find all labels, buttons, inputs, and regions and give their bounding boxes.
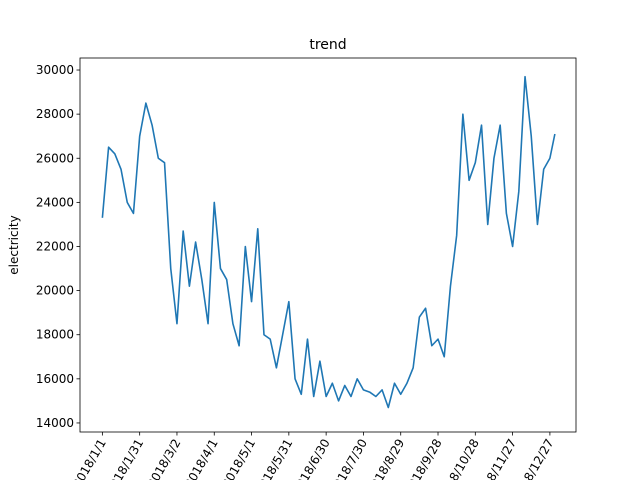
y-tick-label: 28000 bbox=[36, 107, 74, 121]
axes-frame bbox=[79, 57, 577, 433]
y-tick-label: 30000 bbox=[36, 63, 74, 77]
y-tick-label: 20000 bbox=[36, 284, 74, 298]
y-tick-label: 26000 bbox=[36, 151, 74, 165]
y-tick-label: 22000 bbox=[36, 239, 74, 253]
y-tick-label: 18000 bbox=[36, 328, 74, 342]
y-tick-label: 24000 bbox=[36, 195, 74, 209]
y-axis-label: electricity bbox=[7, 215, 21, 274]
y-tick-label: 16000 bbox=[36, 372, 74, 386]
line-series bbox=[101, 75, 556, 409]
chart-title: trend bbox=[309, 37, 346, 53]
y-tick-label: 14000 bbox=[36, 416, 74, 430]
